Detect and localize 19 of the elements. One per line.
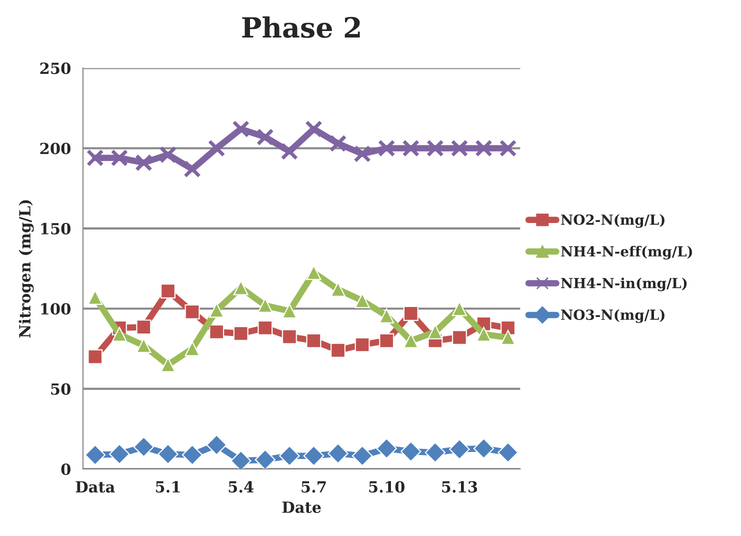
y-tick-label: 250 (40, 62, 70, 74)
x-tick-label: 5.1 (156, 481, 180, 493)
x-axis-title: Date (282, 502, 321, 513)
legend-label: NO2-N(mg/L) (561, 214, 664, 228)
y-tick-label: 150 (41, 222, 70, 234)
y-axis-title: Nitrogen (mg/L) (18, 200, 34, 338)
y-tick-label: 200 (40, 142, 70, 154)
y-tick-label: 100 (41, 303, 70, 315)
x-tick-label: 5.13 (442, 481, 478, 493)
legend-label: NH4-N-in(mg/L) (561, 278, 687, 292)
legend-label: NO3-N(mg/L) (561, 309, 664, 323)
y-tick-label: 50 (51, 383, 70, 395)
chart-title: Phase 2 (242, 16, 360, 38)
x-tick-label: 5.10 (369, 481, 404, 493)
legend-label: NH4-N-eff(mg/L) (561, 246, 692, 260)
x-tick-label: Data (76, 481, 115, 493)
y-tick-label: 0 (61, 463, 70, 476)
x-tick-label: 5.4 (228, 481, 254, 493)
x-tick-label: 5.7 (302, 481, 326, 493)
